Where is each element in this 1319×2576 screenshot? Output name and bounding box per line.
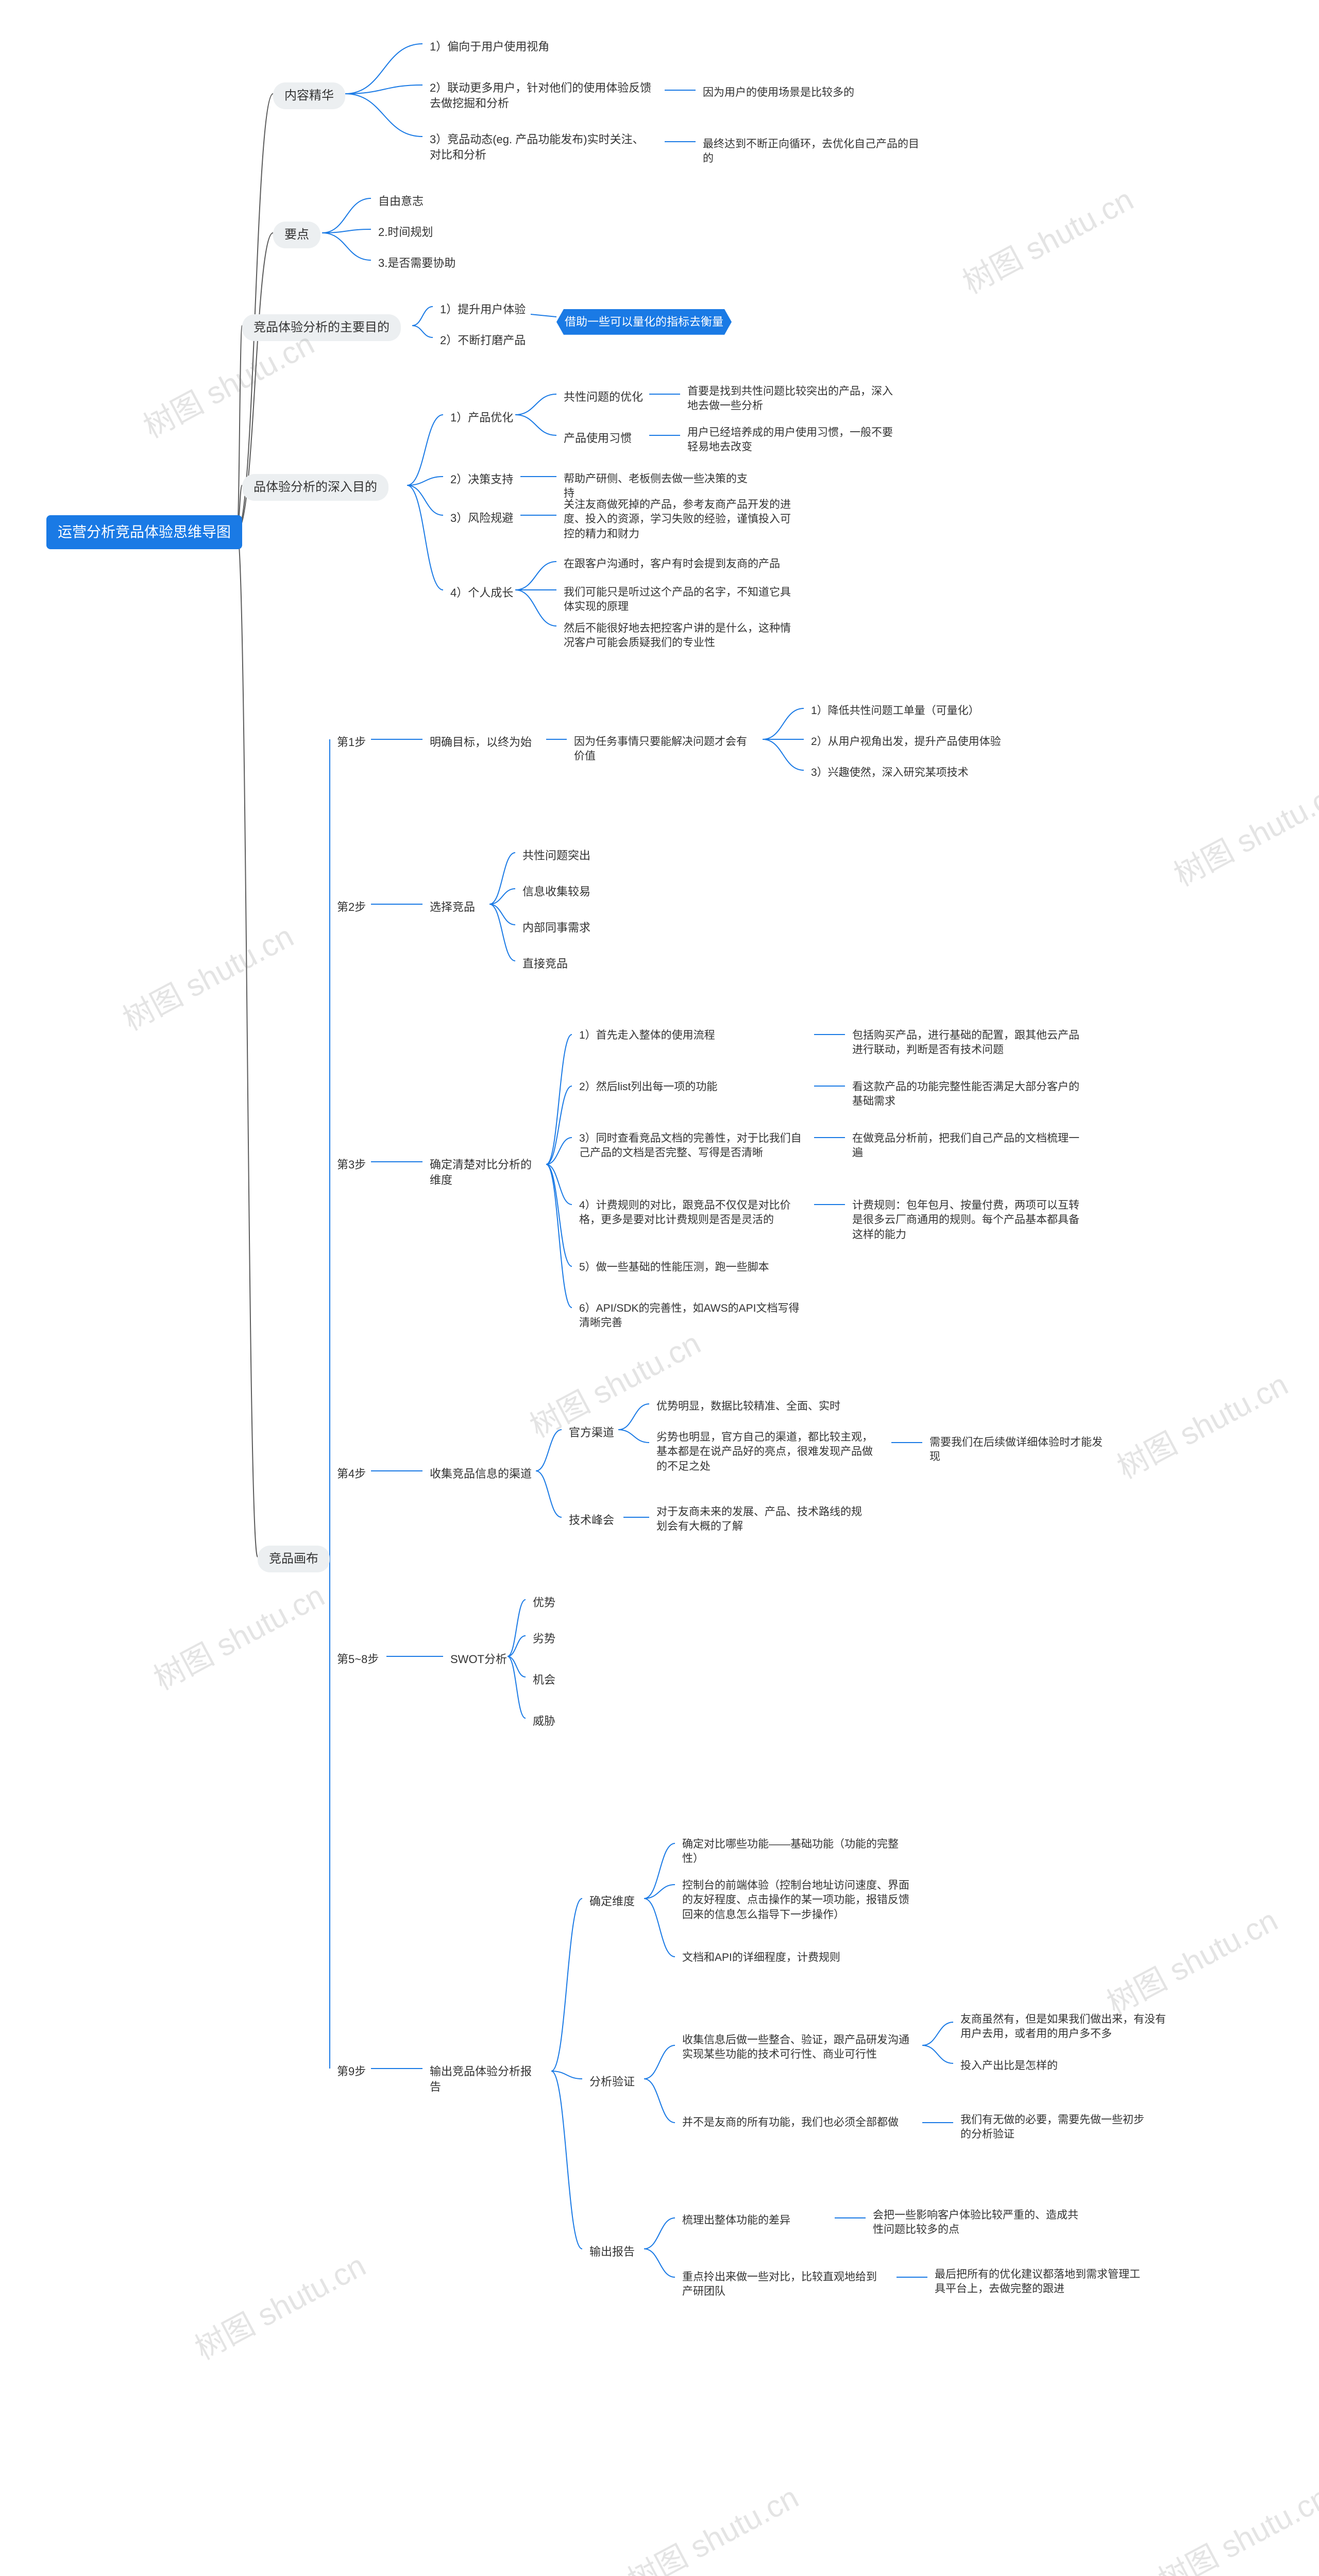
step9-verify-notall: 并不是友商的所有功能，我们也必须全部都做: [675, 2112, 917, 2133]
watermark: 树图 shutu.cn: [1098, 1896, 1284, 2023]
watermark: 树图 shutu.cn: [145, 1571, 331, 1699]
deep-risk: 3）风险规避: [443, 507, 520, 529]
step9: 第9步: [330, 2061, 373, 2082]
deep-risk-note: 关注友商做死掉的产品，参考友商产品开发的进度、投入的资源，学习失败的经验，谨慎投…: [556, 495, 799, 545]
step4-title: 收集竞品信息的渠道: [422, 1463, 539, 1485]
swot-item: 优势: [526, 1592, 563, 1614]
deep-growth-item: 然后不能很好地去把控客户讲的是什么，这种情况客户可能会质疑我们的专业性: [556, 618, 799, 654]
step4-official-cons: 劣势也明显，官方自己的渠道，都比较主观，基本都是在说产品好的亮点，很难发现产品做…: [649, 1427, 886, 1477]
step3-note: 在做竞品分析前，把我们自己产品的文档梳理一遍: [845, 1128, 1087, 1164]
step3: 第3步: [330, 1154, 373, 1176]
step9-verify-q1: 友商虽然有，但是如果我们做出来，有没有用户去用，或者用的用户多不多: [953, 2009, 1180, 2045]
mindmap-canvas: 运营分析竞品体验思维导图 内容精华 1）偏向于用户使用视角 2）联动更多用户，针对他们…: [0, 0, 1319, 2576]
deep-opt-habit-note: 用户已经培养成的用户使用习惯，一般不要轻易地去改变: [680, 422, 907, 458]
step2-criteria: 直接竞品: [515, 953, 575, 975]
swot-item: 劣势: [526, 1628, 563, 1650]
step3-item: 6）API/SDK的完善性，如AWS的API文档写得清晰完善: [572, 1298, 809, 1334]
step9-verify-collect: 收集信息后做一些整合、验证，跟产品研发沟通实现某些功能的技术可行性、商业可行性: [675, 2030, 917, 2065]
step4-tech: 技术峰会: [562, 1510, 621, 1531]
deep-growth-item: 我们可能只是听过这个产品的名字，不知道它具体实现的原理: [556, 582, 799, 618]
step3-item: 5）做一些基础的性能压测，跑一些脚本: [572, 1257, 809, 1278]
step4-official: 官方渠道: [562, 1422, 621, 1444]
step58-title: SWOT分析: [443, 1649, 514, 1670]
swot-item: 机会: [526, 1669, 563, 1691]
step2-criteria: 信息收集较易: [515, 881, 598, 903]
deep-opt-common: 共性问题的优化: [556, 386, 650, 408]
root-node: 运营分析竞品体验思维导图: [46, 515, 242, 549]
deep-growth-item: 在跟客户沟通时，客户有时会提到友商的产品: [556, 554, 799, 574]
step3-note: 计费规则：包年包月、按量付费，两项可以互转是很多云厂商通用的规则。每个产品基本都…: [845, 1195, 1087, 1245]
sub-points: 要点: [273, 222, 320, 248]
points-item: 自由意志: [371, 191, 431, 212]
step1-outcome: 3）兴趣使然，深入研究某项技术: [804, 762, 1020, 783]
step9-report-diff-note: 会把一些影响客户体验比较严重的、造成共性问题比较多的点: [866, 2205, 1092, 2241]
step2-title: 选择竞品: [422, 896, 482, 918]
step9-verify-q2: 投入产出比是怎样的: [953, 2056, 1108, 2076]
step3-item: 2）然后list列出每一项的功能: [572, 1077, 809, 1097]
watermark: 树图 shutu.cn: [114, 912, 300, 1039]
swot-item: 威胁: [526, 1710, 563, 1732]
step3-note: 包括购买产品，进行基础的配置，跟其他云产品进行联动，判断是否有技术问题: [845, 1025, 1087, 1061]
step2: 第2步: [330, 896, 373, 918]
sub-essence: 内容精华: [273, 82, 345, 109]
sub-canvas: 竞品画布: [258, 1546, 330, 1572]
step1-outcome: 2）从用户视角出发，提升产品使用体验: [804, 732, 1020, 752]
step3-item: 3）同时查看竞品文档的完善性，对于比我们自己产品的文档是否完整、写得是否清晰: [572, 1128, 809, 1164]
step4-tech-note: 对于友商未来的发展、产品、技术路线的规划会有大概的了解: [649, 1502, 876, 1537]
watermark: 树图 shutu.cn: [1165, 768, 1319, 895]
essence-item: 3）竞品动态(eg. 产品功能发布)实时关注、对比和分析: [422, 129, 660, 165]
maingoal-highlight: 借助一些可以量化的指标去衡量: [556, 309, 732, 335]
step9-dim-item: 控制台的前端体验（控制台地址访问速度、界面的友好程度、点击操作的某一项功能，报错…: [675, 1875, 917, 1925]
step3-item: 4）计费规则的对比，跟竞品不仅仅是对比价格，更多是要对比计费规则是否是灵活的: [572, 1195, 809, 1231]
step3-title: 确定清楚对比分析的维度: [422, 1154, 546, 1191]
connectors-layer: [0, 0, 1319, 2576]
step2-criteria: 内部同事需求: [515, 917, 598, 939]
step3-note: 看这款产品的功能完整性能否满足大部分客户的基础需求: [845, 1077, 1087, 1112]
step4-official-pros: 优势明显，数据比较精准、全面、实时: [649, 1396, 866, 1417]
essence-item: 1）偏向于用户使用视角: [422, 36, 618, 58]
watermark: 树图 shutu.cn: [1149, 2473, 1319, 2576]
step9-report-diff: 梳理出整体功能的差异: [675, 2210, 830, 2231]
step1-outcome: 1）降低共性问题工单量（可量化）: [804, 701, 1020, 721]
step1-title: 明确目标，以终为始: [422, 732, 539, 753]
step58: 第5~8步: [330, 1649, 386, 1670]
step9-report-compare-note: 最后把所有的优化建议都落地到需求管理工具平台上，去做完整的跟进: [927, 2264, 1154, 2300]
essence-item: 2）联动更多用户，针对他们的使用体验反馈去做挖掘和分析: [422, 77, 660, 114]
maingoal-item: 2）不断打磨产品: [433, 330, 533, 351]
watermark: 树图 shutu.cn: [1108, 1360, 1295, 1487]
step9-verify-notall-note: 我们有无做的必要，需要先做一些初步的分析验证: [953, 2110, 1159, 2145]
step9-dim-item: 文档和API的详细程度，计费规则: [675, 1947, 917, 1968]
deep-opt-common-note: 首要是找到共性问题比较突出的产品，深入地去做一些分析: [680, 381, 907, 417]
deep-decision: 2）决策支持: [443, 469, 520, 490]
watermark: 树图 shutu.cn: [186, 2241, 373, 2368]
points-item: 3.是否需要协助: [371, 252, 463, 274]
deep-opt: 1）产品优化: [443, 407, 520, 429]
essence-note: 因为用户的使用场景是比较多的: [696, 82, 871, 103]
step9-dim-item: 确定对比哪些功能——基础功能（功能的完整性）: [675, 1834, 917, 1870]
step9-dims: 确定维度: [582, 1891, 642, 1912]
watermark: 树图 shutu.cn: [954, 175, 1140, 302]
sub-deepgoal: 品体验分析的深入目的: [242, 474, 388, 501]
step4-official-cons-note: 需要我们在后续做详细体验时才能发现: [922, 1432, 1118, 1468]
step9-report-compare: 重点拎出来做一些对比，比较直观地给到产研团队: [675, 2267, 891, 2302]
deep-growth: 4）个人成长: [443, 582, 520, 604]
step9-verify: 分析验证: [582, 2071, 642, 2093]
watermark: 树图 shutu.cn: [619, 2473, 805, 2576]
step4: 第4步: [330, 1463, 373, 1485]
sub-maingoal: 竞品体验分析的主要目的: [242, 314, 401, 341]
maingoal-item: 1）提升用户体验: [433, 299, 533, 320]
step1: 第1步: [330, 732, 373, 753]
step9-report: 输出报告: [582, 2241, 642, 2263]
essence-note: 最终达到不断正向循环，去优化自己产品的目的: [696, 134, 933, 170]
deep-opt-habit: 产品使用习惯: [556, 428, 639, 449]
step1-reason: 因为任务事情只要能解决问题才会有价值: [567, 732, 763, 767]
step9-title: 输出竞品体验分析报告: [422, 2061, 546, 2097]
points-item: 2.时间规划: [371, 222, 440, 243]
step3-item: 1）首先走入整体的使用流程: [572, 1025, 809, 1046]
step2-criteria: 共性问题突出: [515, 845, 598, 867]
